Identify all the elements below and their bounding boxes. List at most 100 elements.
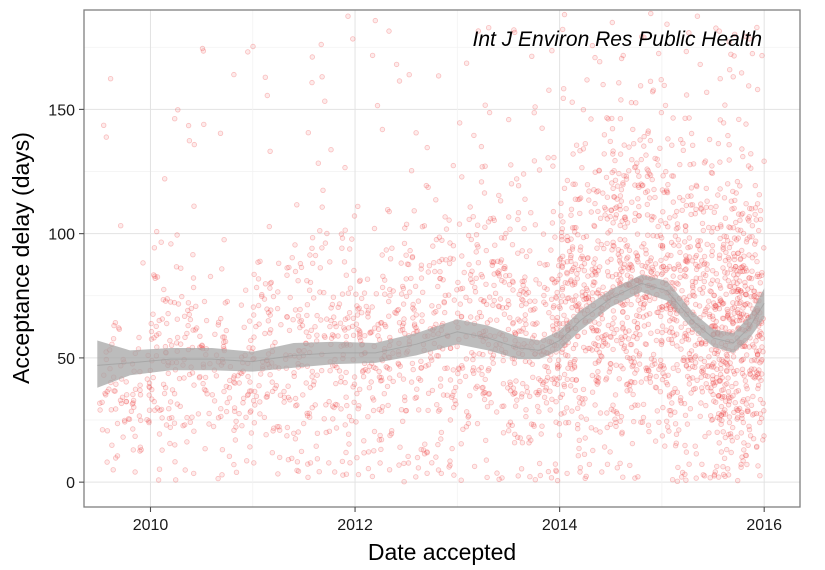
data-point — [695, 242, 702, 249]
data-point — [262, 281, 269, 287]
data-point — [617, 254, 623, 260]
data-point — [350, 315, 357, 321]
data-point — [626, 247, 633, 254]
data-point — [144, 417, 150, 423]
data-point — [705, 363, 712, 369]
data-point — [265, 318, 271, 324]
data-point — [581, 451, 588, 457]
data-point — [756, 367, 762, 373]
data-point — [753, 410, 760, 417]
data-point — [599, 316, 605, 322]
data-point — [721, 195, 728, 201]
data-point — [490, 302, 496, 308]
data-point — [592, 54, 598, 61]
data-point — [517, 435, 523, 441]
data-point — [647, 172, 654, 178]
data-point — [643, 294, 649, 301]
data-point — [698, 356, 704, 362]
data-point — [689, 202, 696, 208]
data-point — [440, 392, 447, 398]
data-point — [735, 271, 741, 277]
data-point — [759, 356, 765, 363]
data-point — [735, 211, 742, 217]
data-point — [634, 252, 640, 259]
data-point — [594, 346, 600, 353]
data-point — [122, 419, 128, 425]
data-point — [729, 383, 735, 390]
data-point — [618, 248, 625, 255]
data-point — [167, 299, 174, 305]
data-point — [750, 342, 756, 348]
data-point — [649, 88, 656, 95]
data-point — [624, 314, 630, 321]
data-point — [615, 251, 621, 258]
data-point — [472, 289, 479, 295]
data-point — [227, 377, 233, 384]
data-point — [670, 365, 676, 371]
data-point — [423, 182, 429, 189]
data-point — [714, 351, 720, 357]
data-point — [390, 288, 396, 294]
data-point — [473, 249, 479, 255]
data-point — [381, 391, 387, 397]
data-point — [532, 477, 538, 483]
data-point — [505, 326, 512, 333]
data-point — [511, 27, 517, 33]
data-point — [619, 301, 625, 307]
data-point — [745, 286, 751, 292]
data-point — [263, 432, 269, 438]
data-point — [737, 294, 743, 300]
data-point — [619, 429, 625, 435]
data-point — [731, 235, 738, 241]
data-point — [683, 48, 689, 55]
data-point — [354, 312, 361, 318]
data-point — [347, 285, 354, 291]
data-point — [704, 89, 710, 95]
data-point — [641, 133, 647, 140]
data-point — [646, 171, 652, 177]
data-point — [407, 289, 413, 295]
data-point — [314, 456, 321, 462]
data-point — [534, 320, 540, 326]
data-point — [474, 383, 480, 389]
data-point — [634, 160, 640, 166]
data-point — [746, 427, 753, 433]
data-point — [598, 353, 604, 359]
data-point — [522, 317, 528, 323]
data-point — [661, 189, 667, 196]
data-point — [480, 384, 486, 391]
data-point — [728, 394, 734, 401]
data-point — [187, 316, 194, 323]
data-point — [459, 174, 465, 180]
data-point — [747, 371, 753, 378]
data-point — [578, 255, 584, 262]
data-point — [565, 353, 571, 359]
data-point — [579, 263, 585, 270]
data-point — [748, 284, 755, 291]
data-point — [738, 314, 744, 321]
data-point — [591, 223, 598, 230]
data-point — [366, 385, 373, 391]
data-point — [625, 254, 631, 260]
data-point — [368, 379, 374, 385]
data-point — [635, 297, 641, 303]
data-point — [672, 213, 678, 219]
data-point — [671, 242, 677, 248]
data-point — [688, 211, 694, 218]
data-point — [417, 377, 424, 383]
data-point — [584, 287, 590, 293]
data-point — [112, 455, 119, 461]
data-point — [137, 448, 143, 454]
data-point — [710, 224, 716, 231]
data-point — [640, 414, 647, 421]
data-point — [424, 449, 430, 455]
data-point — [580, 146, 587, 152]
data-point — [620, 309, 626, 315]
data-point — [400, 326, 406, 333]
data-point — [469, 268, 475, 274]
data-point — [618, 413, 625, 420]
data-point — [455, 365, 462, 371]
data-point — [618, 186, 625, 193]
data-point — [550, 304, 557, 311]
data-point — [706, 430, 712, 436]
